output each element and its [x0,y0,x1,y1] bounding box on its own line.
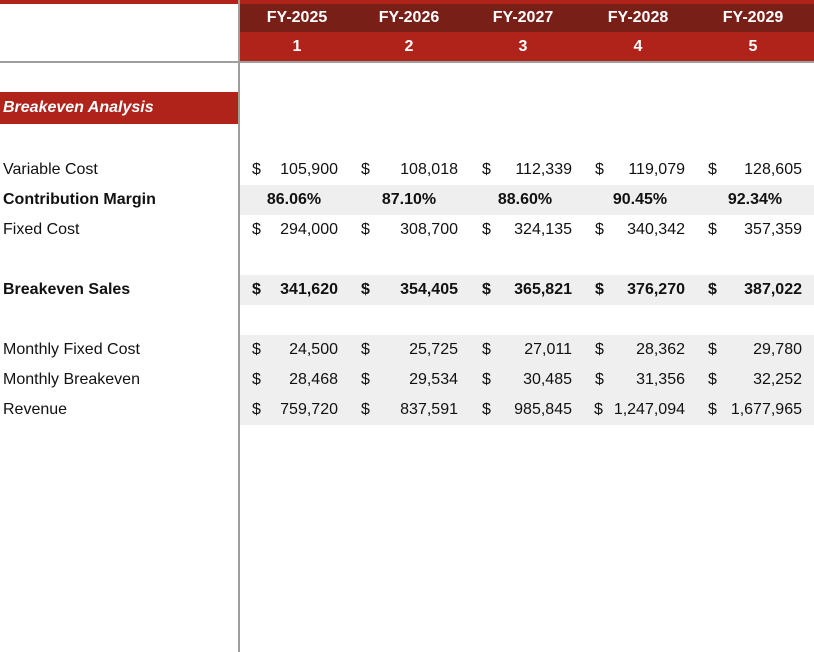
header-fy-2026[interactable]: FY-2026 [378,9,440,26]
currency-symbol: $ [595,341,604,358]
monthly-block-shade [240,335,814,425]
section-title-breakeven-analysis[interactable]: Breakeven Analysis [0,92,238,124]
cell-variable-cost-5[interactable]: 128,605 [744,161,802,178]
currency-symbol: $ [361,341,370,358]
cell-breakeven-sales-5[interactable]: 387,022 [744,281,802,298]
header-fy-2027[interactable]: FY-2027 [492,9,554,26]
cell-breakeven-sales-1[interactable]: 341,620 [280,281,338,298]
cell-contribution-margin-5[interactable]: 92.34% [727,191,783,208]
label-monthly-fixed-cost[interactable]: Monthly Fixed Cost [3,341,140,358]
cell-variable-cost-2[interactable]: 108,018 [400,161,458,178]
cell-monthly-fixed-cost-5[interactable]: 29,780 [753,341,802,358]
currency-symbol: $ [708,371,717,388]
cell-monthly-breakeven-3[interactable]: 30,485 [523,371,572,388]
currency-symbol: $ [252,371,261,388]
currency-symbol: $ [708,281,717,298]
currency-symbol: $ [708,401,717,418]
cell-breakeven-sales-2[interactable]: 354,405 [400,281,458,298]
currency-symbol: $ [482,281,491,298]
currency-symbol: $ [252,221,261,238]
currency-symbol: $ [594,401,603,418]
cell-contribution-margin-1[interactable]: 86.06% [266,191,322,208]
header-divider [0,61,814,63]
currency-symbol: $ [482,371,491,388]
label-breakeven-sales[interactable]: Breakeven Sales [3,281,131,298]
header-period-3[interactable]: 3 [518,38,528,55]
cell-fixed-cost-2[interactable]: 308,700 [400,221,458,238]
currency-symbol: $ [482,401,491,418]
cell-monthly-breakeven-4[interactable]: 31,356 [636,371,685,388]
cell-monthly-fixed-cost-4[interactable]: 28,362 [636,341,685,358]
header-fy-2029[interactable]: FY-2029 [722,9,784,26]
currency-symbol: $ [252,281,261,298]
label-revenue[interactable]: Revenue [3,401,68,418]
cell-contribution-margin-2[interactable]: 87.10% [381,191,437,208]
cell-fixed-cost-3[interactable]: 324,135 [514,221,572,238]
header-period-2[interactable]: 2 [404,38,414,55]
cell-monthly-fixed-cost-3[interactable]: 27,011 [524,341,572,358]
currency-symbol: $ [708,341,717,358]
label-fixed-cost[interactable]: Fixed Cost [3,221,80,238]
fiscal-year-header-row [240,4,814,32]
cell-variable-cost-1[interactable]: 105,900 [280,161,338,178]
currency-symbol: $ [482,221,491,238]
cell-contribution-margin-3[interactable]: 88.60% [497,191,553,208]
cell-monthly-breakeven-5[interactable]: 32,252 [753,371,802,388]
currency-symbol: $ [595,161,604,178]
currency-symbol: $ [708,221,717,238]
label-contribution-margin[interactable]: Contribution Margin [3,191,156,208]
currency-symbol: $ [595,221,604,238]
currency-symbol: $ [252,341,261,358]
cell-revenue-2[interactable]: 837,591 [400,401,458,418]
currency-symbol: $ [361,161,370,178]
currency-symbol: $ [252,401,261,418]
period-number-header-row [240,32,814,62]
cell-variable-cost-4[interactable]: 119,079 [628,161,685,178]
header-period-4[interactable]: 4 [633,38,643,55]
currency-symbol: $ [595,371,604,388]
cell-variable-cost-3[interactable]: 112,339 [515,161,572,178]
cell-monthly-fixed-cost-2[interactable]: 25,725 [409,341,458,358]
currency-symbol: $ [252,161,261,178]
currency-symbol: $ [361,281,370,298]
contribution-margin-shade [240,185,814,215]
header-fy-2025[interactable]: FY-2025 [266,9,328,26]
cell-monthly-breakeven-1[interactable]: 28,468 [289,371,338,388]
breakeven-sales-shade [240,275,814,305]
cell-breakeven-sales-3[interactable]: 365,821 [514,281,572,298]
currency-symbol: $ [708,161,717,178]
currency-symbol: $ [361,221,370,238]
cell-revenue-5[interactable]: 1,677,965 [730,401,802,418]
cell-monthly-breakeven-2[interactable]: 29,534 [409,371,458,388]
cell-fixed-cost-5[interactable]: 357,359 [744,221,802,238]
currency-symbol: $ [595,281,604,298]
currency-symbol: $ [361,371,370,388]
label-column-divider [238,0,240,652]
top-strip [0,0,814,4]
cell-breakeven-sales-4[interactable]: 376,270 [627,281,685,298]
cell-revenue-1[interactable]: 759,720 [280,401,338,418]
currency-symbol: $ [482,341,491,358]
currency-symbol: $ [482,161,491,178]
cell-fixed-cost-4[interactable]: 340,342 [627,221,685,238]
header-period-5[interactable]: 5 [748,38,758,55]
label-monthly-breakeven[interactable]: Monthly Breakeven [3,371,140,388]
cell-revenue-3[interactable]: 985,845 [514,401,572,418]
cell-contribution-margin-4[interactable]: 90.45% [612,191,668,208]
currency-symbol: $ [361,401,370,418]
header-fy-2028[interactable]: FY-2028 [607,9,669,26]
cell-monthly-fixed-cost-1[interactable]: 24,500 [289,341,338,358]
cell-revenue-4[interactable]: 1,247,094 [613,401,685,418]
label-variable-cost[interactable]: Variable Cost [3,161,98,178]
header-period-1[interactable]: 1 [292,38,302,55]
cell-fixed-cost-1[interactable]: 294,000 [280,221,338,238]
